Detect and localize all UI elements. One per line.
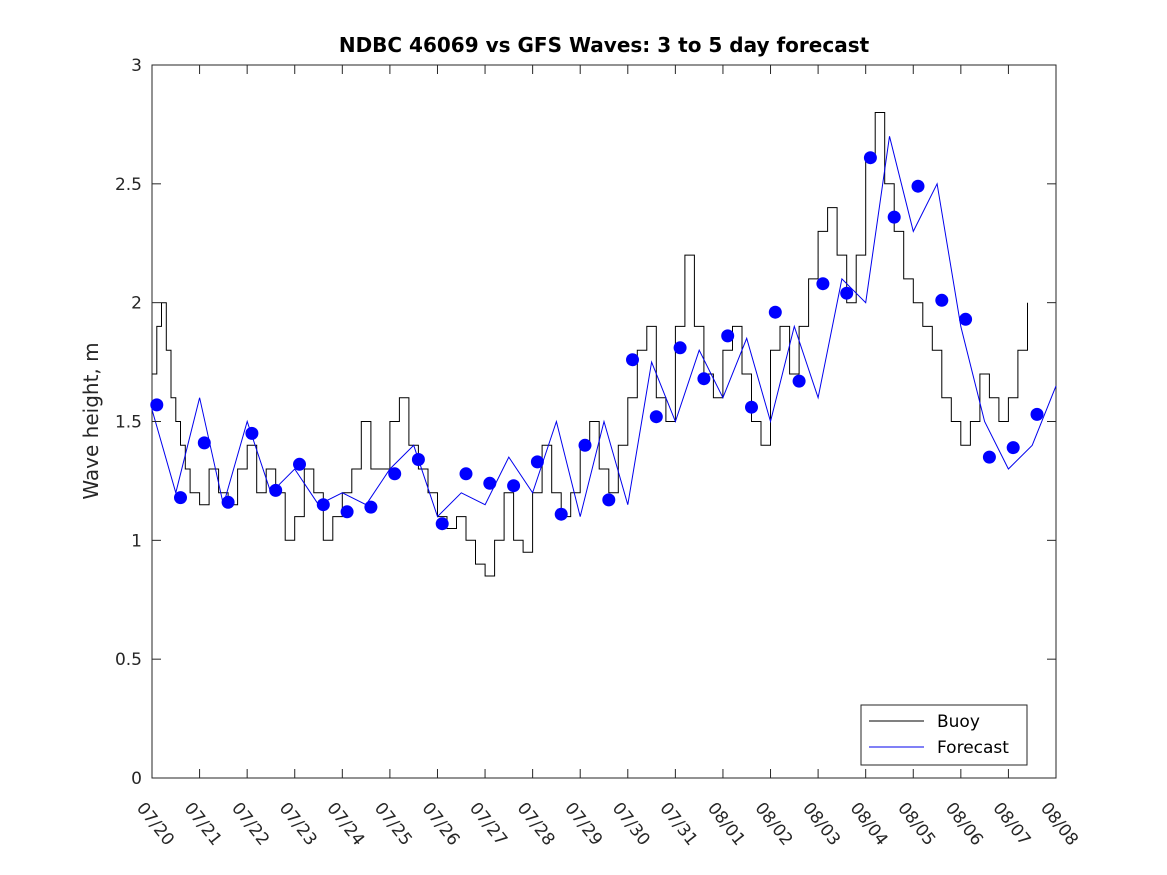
forecast-point	[982, 450, 996, 464]
forecast-point	[174, 491, 187, 505]
forecast-point	[507, 479, 521, 493]
legend-label-forecast: Forecast	[937, 738, 1009, 758]
forecast-point	[840, 286, 854, 300]
forecast-point	[578, 438, 592, 452]
y-tick-label: 0	[131, 769, 142, 789]
legend-box	[860, 704, 1028, 766]
plot-area	[150, 64, 1057, 779]
buoy-series-line	[152, 112, 1028, 577]
forecast-point	[935, 293, 949, 307]
forecast-point	[673, 341, 687, 355]
forecast-point	[388, 467, 402, 481]
y-tick-label: 1.5	[115, 413, 142, 433]
forecast-point	[411, 453, 425, 466]
y-axis: 0 0.5 1 1.5 2 2.5 3	[115, 56, 1056, 789]
forecast-point	[435, 517, 449, 531]
forecast-point	[911, 179, 925, 193]
forecast-point	[626, 353, 639, 367]
legend: Buoy Forecast	[860, 704, 1028, 766]
forecast-point	[792, 374, 806, 388]
forecast-point	[649, 410, 663, 424]
forecast-point	[697, 372, 711, 386]
legend-label-buoy: Buoy	[937, 712, 980, 732]
y-tick-label: 2.5	[115, 175, 142, 195]
forecast-points-layer	[150, 151, 1044, 531]
y-tick-label: 2	[131, 294, 142, 314]
forecast-point	[269, 483, 283, 497]
forecast-point	[364, 500, 378, 514]
forecast-point	[768, 305, 782, 319]
forecast-point	[483, 476, 497, 490]
buoy-layer	[152, 112, 1028, 577]
forecast-layer	[151, 136, 1057, 518]
forecast-point	[1030, 407, 1044, 421]
forecast-point	[316, 498, 330, 512]
forecast-point	[745, 400, 758, 414]
y-tick-label: 1	[131, 531, 142, 551]
forecast-point	[197, 436, 211, 450]
y-tick-label: 3	[131, 56, 142, 76]
forecast-point	[221, 495, 235, 509]
y-tick-label: 0.5	[115, 650, 142, 670]
forecast-point	[293, 457, 306, 471]
forecast-point	[340, 505, 354, 519]
forecast-point	[721, 329, 735, 343]
forecast-point	[459, 467, 473, 481]
y-axis-label: Wave height, m	[79, 342, 103, 499]
forecast-point	[602, 493, 616, 507]
forecast-point	[530, 455, 544, 469]
forecast-point	[1006, 441, 1020, 455]
forecast-series-line	[151, 136, 1057, 518]
forecast-point	[150, 398, 164, 412]
forecast-point	[554, 507, 568, 521]
forecast-point	[245, 426, 259, 440]
forecast-point	[816, 277, 830, 291]
forecast-point	[959, 312, 973, 326]
forecast-point	[863, 151, 877, 165]
forecast-point	[887, 210, 901, 224]
chart-title: NDBC 46069 vs GFS Waves: 3 to 5 day fore…	[339, 33, 870, 57]
